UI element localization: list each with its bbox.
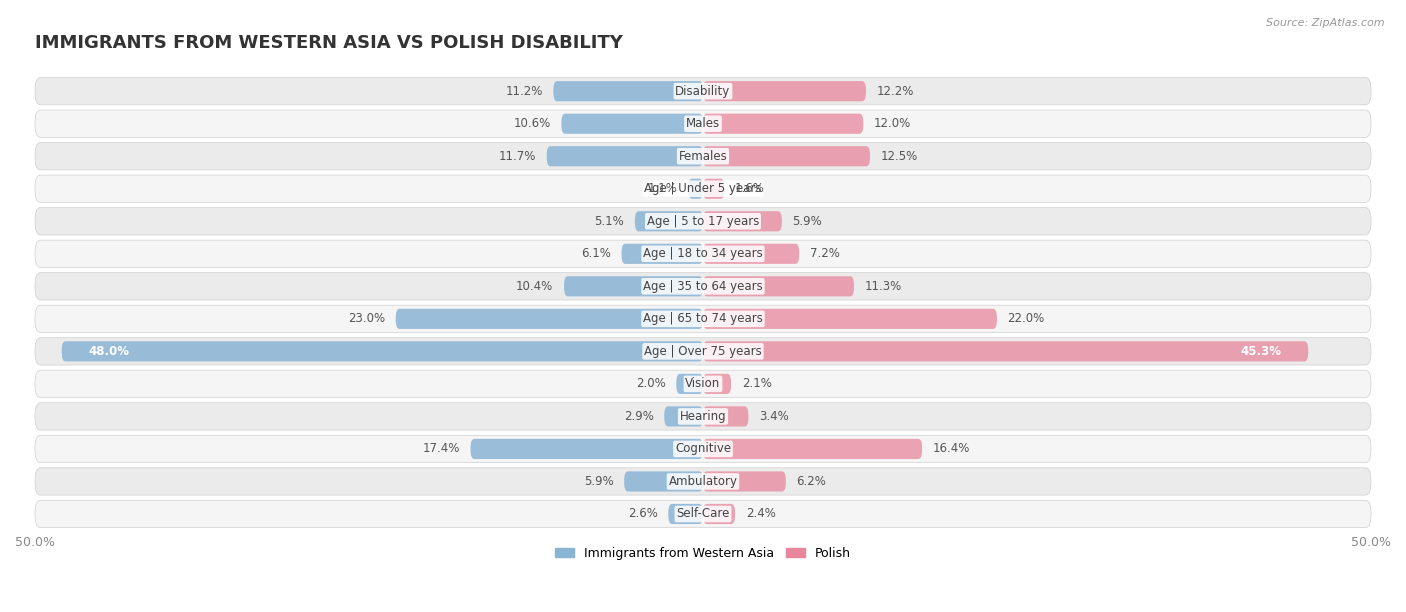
Text: 10.4%: 10.4% [516, 280, 554, 293]
Text: Age | 18 to 34 years: Age | 18 to 34 years [643, 247, 763, 260]
Text: 16.4%: 16.4% [932, 442, 970, 455]
Text: 12.5%: 12.5% [880, 150, 918, 163]
FancyBboxPatch shape [676, 374, 703, 394]
Text: Females: Females [679, 150, 727, 163]
FancyBboxPatch shape [621, 244, 703, 264]
FancyBboxPatch shape [35, 468, 1371, 495]
Text: 11.2%: 11.2% [505, 84, 543, 98]
Text: 5.1%: 5.1% [595, 215, 624, 228]
FancyBboxPatch shape [703, 244, 799, 264]
FancyBboxPatch shape [35, 240, 1371, 267]
FancyBboxPatch shape [35, 143, 1371, 170]
Text: 45.3%: 45.3% [1240, 345, 1281, 358]
FancyBboxPatch shape [703, 276, 853, 296]
FancyBboxPatch shape [703, 471, 786, 491]
Text: 17.4%: 17.4% [422, 442, 460, 455]
FancyBboxPatch shape [668, 504, 703, 524]
FancyBboxPatch shape [35, 207, 1371, 235]
Text: 48.0%: 48.0% [89, 345, 129, 358]
FancyBboxPatch shape [547, 146, 703, 166]
Text: 23.0%: 23.0% [347, 312, 385, 326]
FancyBboxPatch shape [703, 81, 866, 101]
Text: 2.0%: 2.0% [636, 378, 665, 390]
FancyBboxPatch shape [703, 114, 863, 134]
FancyBboxPatch shape [564, 276, 703, 296]
Text: Disability: Disability [675, 84, 731, 98]
Text: Age | Under 5 years: Age | Under 5 years [644, 182, 762, 195]
Text: Hearing: Hearing [679, 410, 727, 423]
FancyBboxPatch shape [62, 341, 703, 362]
FancyBboxPatch shape [664, 406, 703, 427]
Text: 2.4%: 2.4% [745, 507, 776, 520]
FancyBboxPatch shape [554, 81, 703, 101]
FancyBboxPatch shape [703, 504, 735, 524]
FancyBboxPatch shape [35, 501, 1371, 528]
Text: 6.1%: 6.1% [581, 247, 610, 260]
Text: Source: ZipAtlas.com: Source: ZipAtlas.com [1267, 18, 1385, 28]
Text: Age | 35 to 64 years: Age | 35 to 64 years [643, 280, 763, 293]
FancyBboxPatch shape [703, 146, 870, 166]
FancyBboxPatch shape [624, 471, 703, 491]
FancyBboxPatch shape [703, 439, 922, 459]
FancyBboxPatch shape [703, 374, 731, 394]
FancyBboxPatch shape [35, 305, 1371, 332]
FancyBboxPatch shape [35, 435, 1371, 463]
Text: 22.0%: 22.0% [1008, 312, 1045, 326]
FancyBboxPatch shape [395, 309, 703, 329]
FancyBboxPatch shape [471, 439, 703, 459]
Text: Ambulatory: Ambulatory [668, 475, 738, 488]
Text: Age | 5 to 17 years: Age | 5 to 17 years [647, 215, 759, 228]
Text: 1.1%: 1.1% [648, 182, 678, 195]
Text: 2.1%: 2.1% [742, 378, 772, 390]
Text: 6.2%: 6.2% [797, 475, 827, 488]
Legend: Immigrants from Western Asia, Polish: Immigrants from Western Asia, Polish [550, 542, 856, 565]
FancyBboxPatch shape [35, 110, 1371, 137]
FancyBboxPatch shape [703, 341, 1308, 362]
Text: 2.9%: 2.9% [624, 410, 654, 423]
Text: 10.6%: 10.6% [513, 118, 551, 130]
Text: Self-Care: Self-Care [676, 507, 730, 520]
Text: 11.3%: 11.3% [865, 280, 901, 293]
FancyBboxPatch shape [35, 370, 1371, 398]
FancyBboxPatch shape [689, 179, 703, 199]
Text: Age | Over 75 years: Age | Over 75 years [644, 345, 762, 358]
FancyBboxPatch shape [703, 309, 997, 329]
Text: 3.4%: 3.4% [759, 410, 789, 423]
Text: 5.9%: 5.9% [583, 475, 613, 488]
FancyBboxPatch shape [35, 338, 1371, 365]
Text: Cognitive: Cognitive [675, 442, 731, 455]
Text: IMMIGRANTS FROM WESTERN ASIA VS POLISH DISABILITY: IMMIGRANTS FROM WESTERN ASIA VS POLISH D… [35, 34, 623, 52]
Text: Males: Males [686, 118, 720, 130]
FancyBboxPatch shape [35, 403, 1371, 430]
FancyBboxPatch shape [636, 211, 703, 231]
Text: 7.2%: 7.2% [810, 247, 839, 260]
Text: 12.0%: 12.0% [875, 118, 911, 130]
FancyBboxPatch shape [703, 179, 724, 199]
Text: Vision: Vision [685, 378, 721, 390]
Text: 11.7%: 11.7% [499, 150, 536, 163]
Text: 12.2%: 12.2% [877, 84, 914, 98]
FancyBboxPatch shape [35, 175, 1371, 203]
Text: 2.6%: 2.6% [627, 507, 658, 520]
Text: 5.9%: 5.9% [793, 215, 823, 228]
FancyBboxPatch shape [35, 273, 1371, 300]
FancyBboxPatch shape [561, 114, 703, 134]
FancyBboxPatch shape [703, 406, 748, 427]
Text: 1.6%: 1.6% [735, 182, 765, 195]
FancyBboxPatch shape [703, 211, 782, 231]
Text: Age | 65 to 74 years: Age | 65 to 74 years [643, 312, 763, 326]
FancyBboxPatch shape [35, 78, 1371, 105]
